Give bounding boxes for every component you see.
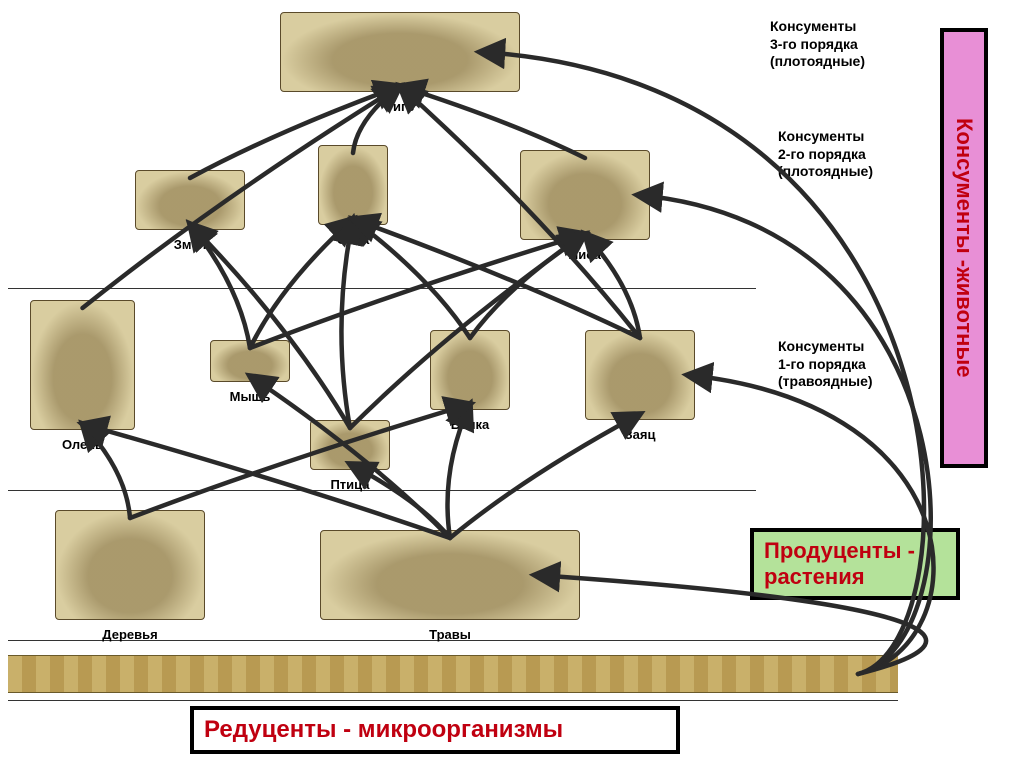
tiger-illustration [280,12,520,92]
squirrel-label: Белка [430,417,510,432]
soil-band [8,655,898,693]
bird-illustration [310,420,390,470]
snake-label: Змея [135,237,245,252]
tier-label-c3: Консументы3-го порядка(плотоядные) [770,18,865,71]
organism-snake: Змея [135,170,245,252]
grass-illustration [320,530,580,620]
bird-label: Птица [310,477,390,492]
owl-illustration [318,145,388,225]
legend-producers: Продуценты - растения [750,528,960,600]
organism-trees: Деревья [55,510,205,642]
tiger-label: Тигр [280,99,520,114]
food-web-diagram: Тигр Змея Сова Лиса Олень Мышь Белка Зая… [0,0,1024,768]
legend-decomposers: Редуценты - микроорганизмы [190,706,680,754]
deer-label: Олень [30,437,135,452]
organism-bird: Птица [310,420,390,492]
trees-label: Деревья [55,627,205,642]
fox-label: Лиса [520,247,650,262]
organism-owl: Сова [318,145,388,247]
tier-label-c2: Консументы2-го порядка(плотоядные) [778,128,873,181]
arrow-soil_right-to-hare [688,375,934,674]
owl-label: Сова [318,232,388,247]
organism-squirrel: Белка [430,330,510,432]
hare-label: Заяц [585,427,695,442]
hare-illustration [585,330,695,420]
arrow-bird-to-owl [341,219,353,428]
organism-fox: Лиса [520,150,650,262]
tier-label-c1: Консументы1-го порядка(травоядные) [778,338,873,391]
tier-line-4 [8,700,898,701]
organism-mouse: Мышь [210,340,290,404]
arrow-trees-to-squirrel [130,404,470,518]
organism-tiger: Тигр [280,12,520,114]
mouse-label: Мышь [210,389,290,404]
fox-illustration [520,150,650,240]
legend-consumers: Консументы -животные [940,28,988,468]
trees-illustration [55,510,205,620]
grass-label: Травы [320,627,580,642]
organism-hare: Заяц [585,330,695,442]
mouse-illustration [210,340,290,382]
snake-illustration [135,170,245,230]
organism-deer: Олень [30,300,135,452]
squirrel-illustration [430,330,510,410]
deer-illustration [30,300,135,430]
tier-line-1 [8,288,756,289]
organism-grass: Травы [320,530,580,642]
